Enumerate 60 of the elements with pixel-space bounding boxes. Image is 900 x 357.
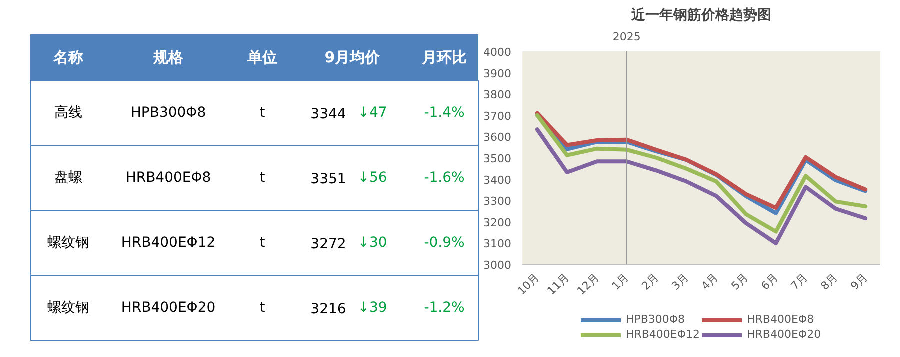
legend-label: HPB300Φ8 bbox=[626, 313, 686, 326]
x-tick-label: 3月 bbox=[669, 270, 692, 293]
x-tick-label: 11月 bbox=[544, 270, 572, 298]
text: t bbox=[260, 170, 266, 186]
text: 规格 bbox=[152, 48, 184, 66]
text: HPB300Φ8 bbox=[130, 105, 206, 121]
text: 9月均价 bbox=[324, 48, 382, 66]
text: 月环比 bbox=[421, 48, 467, 66]
text: 3216 bbox=[310, 302, 346, 318]
y-tick-label: 3100 bbox=[484, 238, 512, 251]
legend-label: HRB400EΦ8 bbox=[747, 313, 814, 326]
text: 3344 bbox=[310, 106, 346, 122]
text: 高线 bbox=[54, 105, 82, 121]
text: -0.9% bbox=[424, 235, 465, 251]
y-tick-label: 3700 bbox=[484, 110, 512, 123]
text: 3272 bbox=[310, 236, 346, 252]
text: HRB400EΦ20 bbox=[121, 300, 216, 316]
x-tick-label: 5月 bbox=[728, 270, 751, 293]
ref-line-label: 2025 bbox=[612, 30, 641, 44]
text: 名称 bbox=[52, 48, 84, 66]
legend-label: HRB400EΦ12 bbox=[626, 328, 700, 341]
text: ↓56 bbox=[358, 170, 388, 186]
text: -1.2% bbox=[424, 300, 465, 316]
text: 螺纹钢 bbox=[48, 300, 90, 316]
x-tick-label: 9月 bbox=[848, 270, 870, 293]
y-tick-label: 3900 bbox=[484, 67, 512, 80]
y-tick-label: 3000 bbox=[484, 259, 512, 272]
text: 螺纹钢 bbox=[48, 235, 90, 251]
text: ↓47 bbox=[358, 105, 388, 121]
text: -1.4% bbox=[424, 105, 465, 121]
text: ↓39 bbox=[358, 300, 388, 316]
text: 盘螺 bbox=[54, 170, 82, 186]
line-series bbox=[535, 113, 868, 234]
text: HRB400EΦ8 bbox=[126, 170, 212, 186]
y-tick-label: 3800 bbox=[484, 88, 512, 102]
text: 单位 bbox=[246, 48, 278, 66]
text: t bbox=[260, 300, 266, 316]
y-tick-label: 4000 bbox=[484, 46, 512, 59]
x-tick-label: 4月 bbox=[699, 270, 722, 293]
x-tick-label: 2月 bbox=[639, 270, 662, 293]
y-tick-label: 3400 bbox=[484, 174, 512, 187]
x-tick-label: 8月 bbox=[818, 270, 840, 293]
x-tick-label: 7月 bbox=[788, 270, 811, 293]
x-tick-label: 10月 bbox=[515, 270, 542, 298]
y-tick-label: 3600 bbox=[484, 131, 512, 144]
x-tick-label: 1月 bbox=[610, 270, 632, 293]
text: t bbox=[260, 235, 266, 251]
legend-label: HRB400EΦ20 bbox=[747, 328, 822, 341]
x-tick-label: 12月 bbox=[574, 270, 602, 298]
text: -1.6% bbox=[424, 170, 465, 186]
y-tick-label: 3200 bbox=[484, 216, 512, 230]
x-tick-label: 6月 bbox=[758, 270, 781, 293]
y-tick-label: 3300 bbox=[484, 195, 512, 208]
text: HRB400EΦ12 bbox=[121, 235, 216, 251]
text: 3351 bbox=[310, 172, 346, 188]
text: ↓30 bbox=[358, 235, 388, 251]
chart-title: 近一年钢筋价格趋势图 bbox=[630, 6, 772, 24]
text: t bbox=[260, 105, 266, 121]
line-series bbox=[535, 128, 868, 246]
y-tick-label: 3500 bbox=[484, 152, 512, 166]
